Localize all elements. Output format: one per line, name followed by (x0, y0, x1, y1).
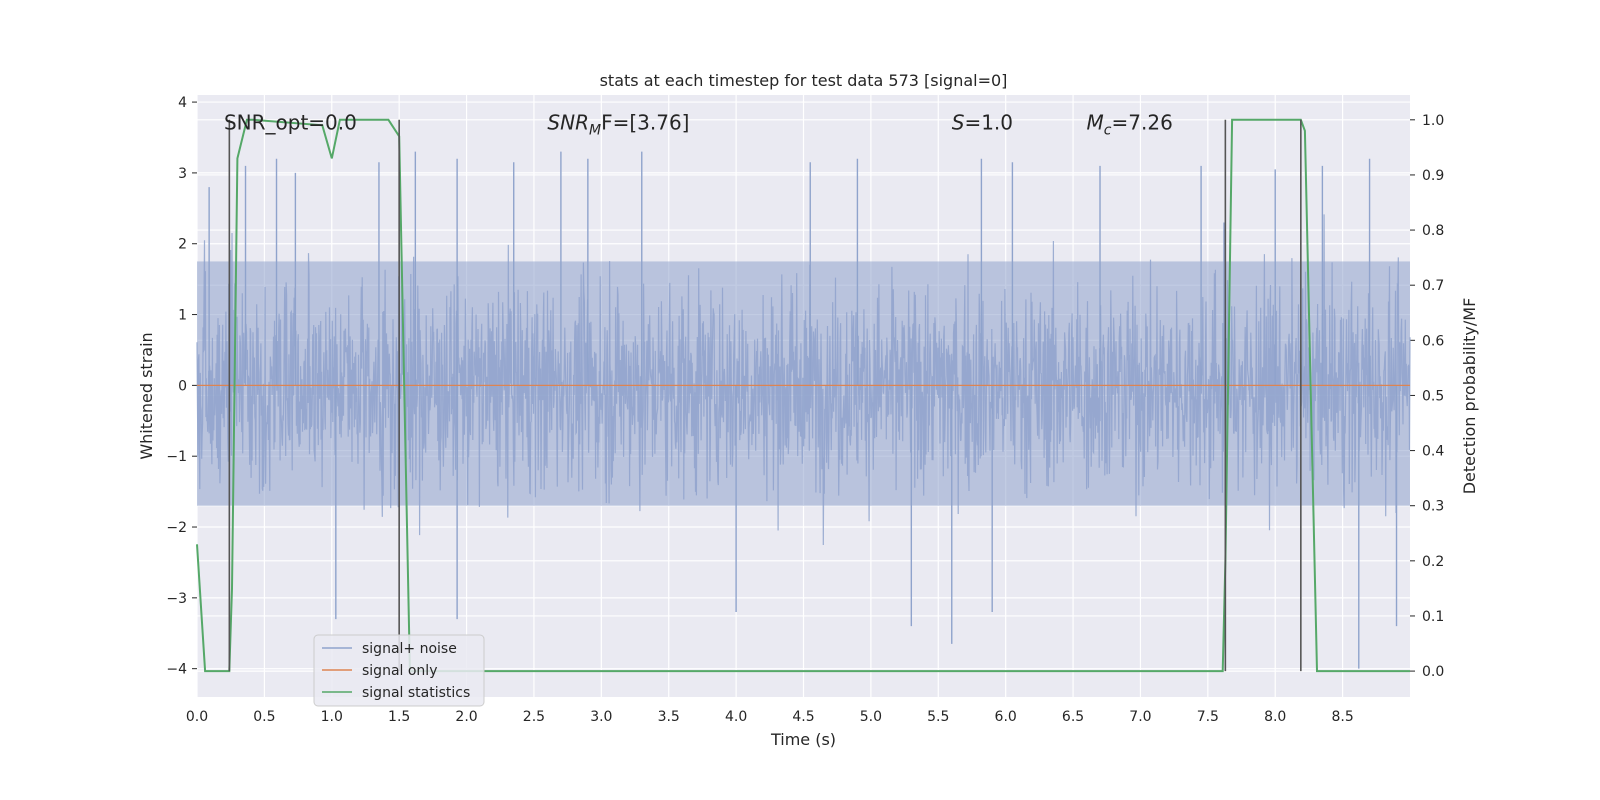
x-tick-label: 5.0 (860, 709, 882, 725)
x-tick-label: 0.5 (253, 709, 275, 725)
y2-tick-label: 0.0 (1422, 664, 1444, 680)
y2-tick-label: 0.7 (1422, 278, 1444, 294)
y-axis-label: Whitened strain (137, 332, 156, 459)
y2-tick-label: 0.4 (1422, 444, 1444, 460)
y2-tick-label: 0.5 (1422, 388, 1444, 404)
y2-tick-label: 0.3 (1422, 499, 1444, 515)
x-tick-label: 1.5 (388, 709, 410, 725)
y-tick-label: 1 (178, 308, 187, 324)
signal-statistics-series (196, 118, 1410, 673)
y-tick-label: −4 (166, 662, 187, 678)
x-tick-label: 3.5 (658, 709, 680, 725)
chart-title: stats at each timestep for test data 573… (600, 71, 1008, 90)
legend-label: signal+ noise (362, 641, 457, 657)
x-tick-label: 5.5 (927, 709, 949, 725)
annotation: S=1.0 (952, 110, 1013, 134)
y2-tick-label: 1.0 (1422, 113, 1444, 129)
x-tick-labels: 0.0 0.5 1.0 1.5 2.0 2.5 3.0 3.5 4.0 4.5 5.0 5.5 6.0 6… (186, 709, 1354, 725)
legend-label: signal statistics (362, 685, 470, 701)
x-tick-label: 7.0 (1129, 709, 1151, 725)
y-tick-label: 3 (178, 166, 187, 182)
y-tick-label: −3 (166, 591, 187, 607)
y2-tick-labels: 1.0 0.9 0.8 0.7 0.6 0.5 0.4 0.3 0.2 0.1 0.0 (1422, 113, 1444, 680)
annotations: SNR_opt=0.0 SNRMF=[3.76] S=1.0 Mc=7.26 (224, 110, 1173, 138)
annotation: SNR_opt=0.0 (224, 110, 357, 134)
x-tick-label: 2.5 (523, 709, 545, 725)
x-tick-label: 6.0 (995, 709, 1017, 725)
y2-tick-label: 0.6 (1422, 333, 1444, 349)
y2-tick-label: 0.9 (1422, 168, 1444, 184)
x-tick-label: 8.5 (1331, 709, 1353, 725)
y2-tick-label: 0.1 (1422, 609, 1444, 625)
y-tick-label: 2 (178, 237, 187, 253)
y-tick-labels: 4 3 2 1 0 −1 −2 −3 −4 (166, 95, 187, 678)
y-tick-label: 4 (178, 95, 187, 111)
x-axis-label: Time (s) (770, 730, 836, 749)
y2-tick-label: 0.2 (1422, 554, 1444, 570)
annotation: SNRMF=[3.76] (547, 110, 689, 138)
x-tick-label: 0.0 (186, 709, 208, 725)
y-tick-label: 0 (178, 378, 187, 394)
legend: signal+ noise signal only signal statistic… (313, 634, 485, 707)
x-tick-label: 4.5 (792, 709, 814, 725)
x-tick-label: 8.0 (1264, 709, 1286, 725)
x-tick-label: 7.5 (1197, 709, 1219, 725)
x-tick-label: 6.5 (1062, 709, 1084, 725)
x-tick-label: 2.0 (455, 709, 477, 725)
y2-tick-label: 0.8 (1422, 223, 1444, 239)
vertical-markers (228, 119, 1302, 672)
x-tick-label: 1.0 (321, 709, 343, 725)
annotation: Mc=7.26 (1087, 110, 1173, 138)
y2-axis-label: Detection probability/MF (1460, 298, 1479, 495)
x-tick-label: 3.0 (590, 709, 612, 725)
legend-label: signal only (362, 663, 437, 679)
signal-statistics-line (196, 118, 1410, 673)
y-tick-label: −2 (166, 520, 187, 536)
y-tick-label: −1 (166, 449, 187, 465)
legend-box (313, 634, 485, 707)
x-tick-label: 4.0 (725, 709, 747, 725)
